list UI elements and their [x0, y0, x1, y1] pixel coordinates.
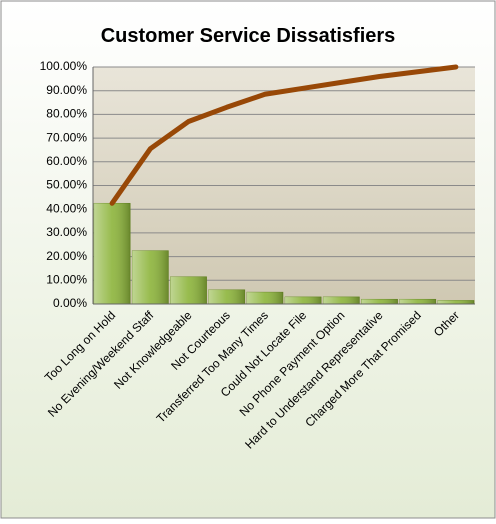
bar [246, 291, 284, 305]
y-tick-label: 70.00% [46, 130, 87, 144]
y-tick-label: 100.00% [40, 59, 88, 73]
y-tick-label: 80.00% [46, 107, 87, 121]
y-tick-label: 10.00% [46, 272, 87, 286]
chart-title: Customer Service Dissatisfiers [101, 25, 396, 47]
bar [361, 298, 398, 305]
bar [170, 276, 207, 305]
y-tick-label: 30.00% [46, 225, 87, 239]
bar [284, 296, 322, 305]
y-tick-label: 60.00% [46, 154, 87, 168]
y-tick-label: 20.00% [46, 249, 87, 263]
y-tick-label: 50.00% [46, 178, 87, 192]
y-tick-label: 40.00% [46, 201, 87, 215]
bar [399, 298, 437, 305]
y-tick-label: 90.00% [46, 83, 87, 97]
bar [437, 300, 475, 305]
cumulative-line [109, 64, 459, 206]
bar [131, 250, 169, 305]
bar [93, 202, 131, 305]
bar [208, 289, 246, 305]
bar [322, 296, 360, 305]
y-tick-label: 0.00% [53, 296, 87, 310]
